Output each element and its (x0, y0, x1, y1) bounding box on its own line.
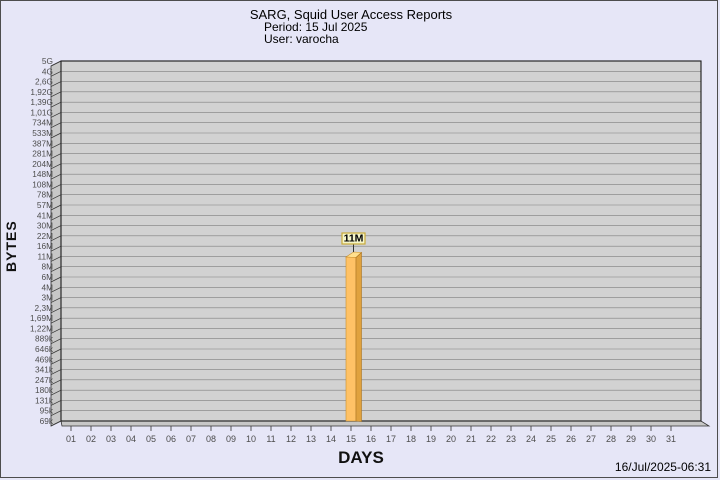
svg-text:57M: 57M (37, 200, 53, 210)
svg-text:04: 04 (126, 434, 136, 444)
svg-text:21: 21 (466, 434, 476, 444)
svg-text:646k: 646k (35, 344, 54, 354)
svg-text:108M: 108M (32, 179, 53, 189)
svg-text:95k: 95k (40, 406, 54, 416)
svg-text:26: 26 (566, 434, 576, 444)
svg-text:4G: 4G (42, 66, 53, 76)
svg-text:20: 20 (446, 434, 456, 444)
svg-text:131k: 131k (35, 395, 54, 405)
svg-text:2,6G: 2,6G (35, 77, 53, 87)
svg-text:1,22M: 1,22M (30, 323, 53, 333)
svg-text:09: 09 (226, 434, 236, 444)
svg-text:180k: 180k (35, 385, 54, 395)
svg-text:1,39G: 1,39G (30, 97, 53, 107)
svg-text:8M: 8M (41, 262, 53, 272)
svg-text:07: 07 (186, 434, 196, 444)
svg-text:13: 13 (306, 434, 316, 444)
svg-text:148M: 148M (32, 169, 53, 179)
svg-text:1,92G: 1,92G (30, 87, 53, 97)
svg-text:2,3M: 2,3M (35, 303, 54, 313)
svg-text:17: 17 (386, 434, 396, 444)
svg-text:4M: 4M (41, 282, 53, 292)
svg-text:11M: 11M (37, 251, 53, 261)
svg-text:5G: 5G (42, 56, 53, 66)
svg-text:01: 01 (66, 434, 76, 444)
svg-text:15: 15 (346, 434, 356, 444)
svg-text:08: 08 (206, 434, 216, 444)
svg-text:69k: 69k (40, 416, 54, 426)
svg-text:22: 22 (486, 434, 496, 444)
svg-text:28: 28 (606, 434, 616, 444)
svg-text:1,01G: 1,01G (30, 107, 53, 117)
svg-text:533M: 533M (32, 128, 53, 138)
svg-text:734M: 734M (32, 118, 53, 128)
svg-text:10: 10 (246, 434, 256, 444)
svg-text:12: 12 (286, 434, 296, 444)
svg-text:30: 30 (646, 434, 656, 444)
svg-text:19: 19 (426, 434, 436, 444)
svg-text:31: 31 (666, 434, 676, 444)
svg-text:469k: 469k (35, 354, 54, 364)
svg-text:24: 24 (526, 434, 536, 444)
svg-text:30M: 30M (37, 221, 53, 231)
svg-text:14: 14 (326, 434, 336, 444)
svg-text:204M: 204M (32, 159, 53, 169)
svg-text:16M: 16M (37, 241, 53, 251)
svg-text:03: 03 (106, 434, 116, 444)
svg-text:41M: 41M (37, 210, 53, 220)
svg-text:06: 06 (166, 434, 176, 444)
svg-text:27: 27 (586, 434, 596, 444)
svg-text:3M: 3M (41, 293, 53, 303)
svg-text:02: 02 (86, 434, 96, 444)
svg-text:29: 29 (626, 434, 636, 444)
svg-text:281M: 281M (32, 149, 53, 159)
svg-text:387M: 387M (32, 138, 53, 148)
svg-text:78M: 78M (37, 190, 53, 200)
svg-text:1,69M: 1,69M (30, 313, 53, 323)
svg-text:11: 11 (266, 434, 275, 444)
svg-text:23: 23 (506, 434, 516, 444)
svg-text:247k: 247k (35, 375, 54, 385)
svg-text:25: 25 (546, 434, 556, 444)
svg-text:16: 16 (366, 434, 376, 444)
svg-text:22M: 22M (37, 231, 53, 241)
svg-text:889k: 889k (35, 334, 54, 344)
svg-text:18: 18 (406, 434, 416, 444)
svg-text:6M: 6M (41, 272, 53, 282)
svg-text:341k: 341k (35, 365, 54, 375)
svg-text:05: 05 (146, 434, 156, 444)
svg-text:11M: 11M (344, 232, 364, 244)
